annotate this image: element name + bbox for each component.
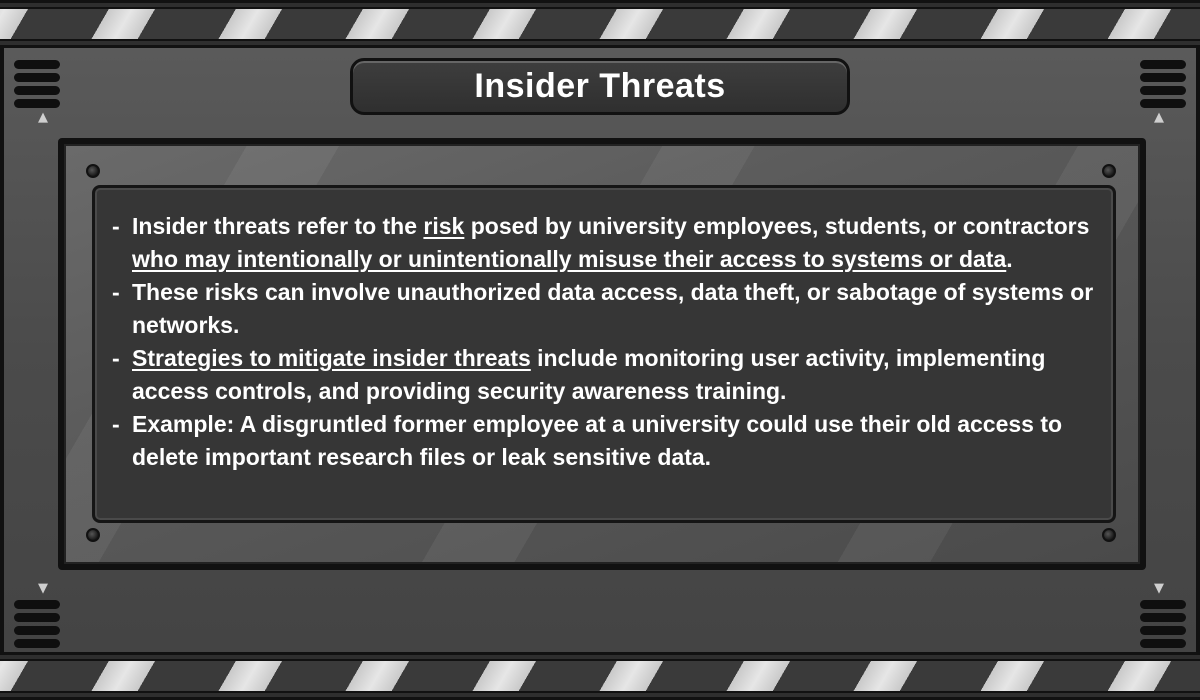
bolt-icon	[1102, 164, 1116, 178]
bottom-hazard-stripe	[0, 652, 1200, 700]
page-title: Insider Threats	[474, 67, 726, 105]
bullet-item: - These risks can involve unauthorized d…	[108, 276, 1098, 342]
title-plate: Insider Threats	[350, 58, 850, 115]
bullet-text: These risks can involve unauthorized dat…	[132, 279, 1094, 338]
bolt-icon	[86, 164, 100, 178]
bullet-text: Insider threats refer to the	[132, 213, 424, 239]
bullet-dash: -	[112, 279, 120, 305]
emphasis-text: risk	[423, 213, 465, 239]
bullet-item: - Strategies to mitigate insider threats…	[108, 342, 1098, 408]
emphasis-text: Strategies to mitigate insider threats	[132, 345, 531, 371]
arrow-up-icon: ▲	[38, 110, 48, 125]
bullet-item: - Insider threats refer to the risk pose…	[108, 210, 1098, 276]
arrow-down-icon: ▼	[1154, 581, 1164, 596]
bullet-dash: -	[112, 213, 120, 239]
vent-icon	[1140, 60, 1186, 112]
arrow-up-icon: ▲	[1154, 110, 1164, 125]
bullet-list: - Insider threats refer to the risk pose…	[108, 210, 1098, 474]
vent-icon	[14, 600, 60, 652]
bullet-text: include monitoring user activity, implem…	[132, 345, 1046, 404]
bullet-item: - Example: A disgruntled former employee…	[108, 408, 1098, 474]
bullet-text: Example: A disgruntled former employee a…	[132, 411, 1063, 470]
vent-icon	[1140, 600, 1186, 652]
top-hazard-stripe	[0, 0, 1200, 48]
content-screen	[92, 185, 1116, 523]
bolt-icon	[86, 528, 100, 542]
bullet-text: .	[1006, 246, 1013, 272]
arrow-down-icon: ▼	[38, 581, 48, 596]
bullet-text: posed by university employees, students,…	[464, 213, 1090, 239]
vent-icon	[14, 60, 60, 112]
bolt-icon	[1102, 528, 1116, 542]
bullet-dash: -	[112, 411, 120, 437]
bullet-dash: -	[112, 345, 120, 371]
emphasis-text: who may intentionally or unintentionally…	[132, 246, 1007, 272]
